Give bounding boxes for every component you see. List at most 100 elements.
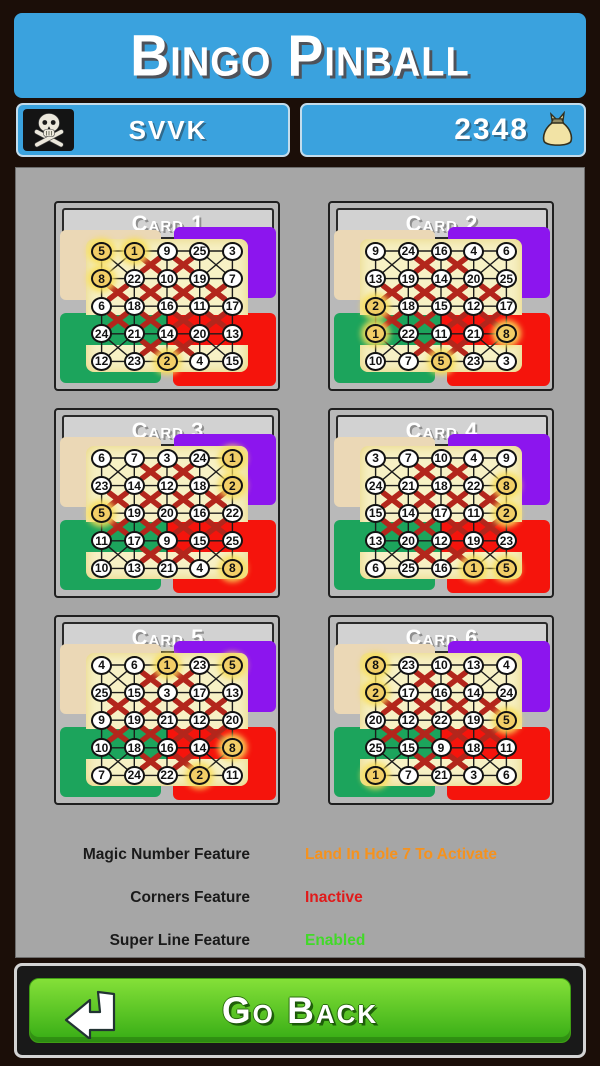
bingo-number: 16 — [156, 738, 178, 758]
bingo-number-gold: 2 — [156, 351, 178, 371]
bingo-number: 14 — [397, 503, 419, 523]
bingo-number: 7 — [91, 765, 113, 785]
bingo-number: 4 — [189, 351, 211, 371]
bingo-number: 15 — [430, 296, 452, 316]
bingo-number: 18 — [123, 296, 145, 316]
bingo-number: 3 — [495, 351, 517, 371]
bingo-number: 23 — [397, 655, 419, 675]
player-bar: SVVK 2348 — [0, 103, 600, 157]
bingo-number: 15 — [189, 531, 211, 551]
bingo-number-gold: 1 — [221, 448, 243, 468]
go-back-button[interactable]: Go Back — [29, 978, 571, 1043]
bingo-number: 9 — [156, 531, 178, 551]
bingo-number: 23 — [123, 351, 145, 371]
feature-status: Inactive — [305, 889, 363, 906]
bingo-number: 18 — [397, 296, 419, 316]
bingo-number: 19 — [463, 531, 485, 551]
bingo-number: 6 — [123, 655, 145, 675]
bingo-number: 22 — [397, 324, 419, 344]
bingo-number: 24 — [365, 476, 387, 496]
player-name: SVVK — [128, 114, 208, 145]
bingo-number-gold: 1 — [365, 765, 387, 785]
bingo-number: 10 — [91, 558, 113, 578]
money-bag-icon — [542, 111, 573, 146]
bingo-number: 20 — [189, 324, 211, 344]
bingo-number: 18 — [189, 476, 211, 496]
bingo-number: 17 — [495, 296, 517, 316]
bingo-number: 6 — [91, 448, 113, 468]
bingo-number-gold: 8 — [221, 558, 243, 578]
feature-label: Super Line Feature — [109, 932, 250, 949]
cards-panel: Card 1 5 1 9 25 3 8 22 10 19 7 6 18 16 11 17 24 21 14 20 13 1… — [15, 167, 585, 958]
bingo-number: 13 — [463, 655, 485, 675]
bingo-number: 13 — [221, 324, 243, 344]
bingo-number: 10 — [156, 269, 178, 289]
bingo-number: 21 — [463, 324, 485, 344]
bingo-number: 16 — [156, 296, 178, 316]
feature-row-corners: Corners Feature Inactive — [0, 889, 600, 909]
bingo-number: 7 — [397, 351, 419, 371]
bingo-number: 13 — [365, 269, 387, 289]
feature-row-magic-number: Magic Number Feature Land In Hole 7 To A… — [0, 846, 600, 866]
bingo-number: 6 — [365, 558, 387, 578]
bingo-number: 6 — [91, 296, 113, 316]
bingo-number-gold: 2 — [365, 296, 387, 316]
bingo-number: 7 — [397, 448, 419, 468]
bingo-card: Card 1 5 1 9 25 3 8 22 10 19 7 6 18 16 11 17 24 21 14 20 13 1… — [54, 201, 280, 391]
bingo-number: 6 — [495, 765, 517, 785]
bingo-number: 14 — [189, 738, 211, 758]
bingo-number: 3 — [365, 448, 387, 468]
bingo-number: 14 — [430, 269, 452, 289]
bingo-number: 9 — [365, 241, 387, 261]
bingo-number: 23 — [495, 531, 517, 551]
bingo-number-gold: 5 — [91, 503, 113, 523]
bingo-number: 13 — [221, 683, 243, 703]
bingo-number: 3 — [463, 765, 485, 785]
bingo-number: 17 — [189, 683, 211, 703]
bingo-number-gold: 8 — [221, 738, 243, 758]
bingo-number-gold: 1 — [365, 324, 387, 344]
bingo-number: 15 — [365, 503, 387, 523]
bingo-number-gold: 2 — [495, 503, 517, 523]
bingo-number-gold: 8 — [91, 269, 113, 289]
bingo-number: 20 — [463, 269, 485, 289]
bingo-number: 24 — [91, 324, 113, 344]
bingo-number: 7 — [221, 269, 243, 289]
bingo-number: 12 — [397, 710, 419, 730]
bingo-number: 19 — [189, 269, 211, 289]
bingo-number: 10 — [430, 655, 452, 675]
bingo-number: 3 — [156, 448, 178, 468]
bingo-number: 21 — [123, 324, 145, 344]
back-bar: Go Back — [14, 963, 586, 1058]
player-score-panel: 2348 — [300, 103, 586, 157]
bingo-number: 4 — [463, 241, 485, 261]
bingo-number: 18 — [463, 738, 485, 758]
bingo-number: 11 — [221, 765, 243, 785]
bingo-number: 14 — [463, 683, 485, 703]
feature-label: Magic Number Feature — [82, 846, 250, 863]
page-title: Bingo Pinball — [130, 23, 470, 88]
bingo-number: 25 — [495, 269, 517, 289]
player-name-panel: SVVK — [16, 103, 290, 157]
bingo-number: 4 — [463, 448, 485, 468]
bingo-number: 12 — [91, 351, 113, 371]
bingo-number: 16 — [189, 503, 211, 523]
bingo-number: 15 — [123, 683, 145, 703]
bingo-number: 10 — [365, 351, 387, 371]
bingo-number: 19 — [463, 710, 485, 730]
bingo-number: 15 — [397, 738, 419, 758]
bingo-number: 24 — [397, 241, 419, 261]
avatar — [23, 109, 74, 151]
bingo-number: 23 — [463, 351, 485, 371]
bingo-number: 7 — [123, 448, 145, 468]
bingo-number: 7 — [397, 765, 419, 785]
go-back-label: Go Back — [221, 989, 379, 1031]
bingo-number: 11 — [189, 296, 211, 316]
bingo-number-gold: 8 — [495, 324, 517, 344]
bingo-number: 21 — [156, 558, 178, 578]
bingo-number: 20 — [397, 531, 419, 551]
bingo-number-gold: 5 — [495, 558, 517, 578]
bingo-number: 4 — [91, 655, 113, 675]
bingo-number: 21 — [156, 710, 178, 730]
bingo-card: Card 5 4 6 1 23 5 25 15 3 17 13 9 19 21 12 20 10 18 16 14 8 7… — [54, 615, 280, 805]
